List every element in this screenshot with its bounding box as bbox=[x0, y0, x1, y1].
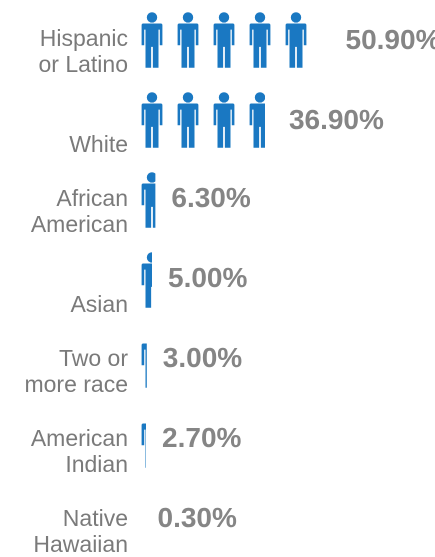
value-label: 50.90% bbox=[345, 24, 435, 55]
person-icon bbox=[177, 12, 199, 68]
person-icon-partial bbox=[141, 252, 152, 308]
person-icon bbox=[177, 92, 199, 148]
category-label-line: Asian bbox=[70, 291, 128, 317]
value-label: 3.00% bbox=[162, 342, 243, 373]
person-icon bbox=[213, 12, 235, 68]
value-label: 36.90% bbox=[288, 104, 384, 135]
person-icon-partial bbox=[141, 172, 156, 228]
pictograph-row-icons bbox=[141, 412, 147, 468]
category-label-line: African bbox=[56, 185, 128, 211]
person-icon-partial bbox=[141, 412, 147, 468]
person-icon bbox=[141, 92, 163, 148]
person-icon-partial bbox=[249, 92, 265, 148]
category-label: Hispanic or Latino bbox=[0, 25, 128, 77]
value-label: 6.30% bbox=[171, 182, 251, 213]
category-label-line: Hispanic bbox=[39, 25, 128, 51]
person-icon-partial bbox=[141, 332, 147, 388]
category-label-line: Native bbox=[62, 505, 128, 531]
category-label-line: Indian bbox=[65, 451, 128, 477]
category-label: Native Hawaiian bbox=[0, 505, 128, 557]
category-label: African American bbox=[0, 185, 128, 237]
category-label-line: White bbox=[69, 131, 128, 157]
category-label-line: American bbox=[30, 211, 128, 237]
category-label: Two or more race bbox=[0, 345, 128, 397]
person-icon bbox=[249, 12, 271, 68]
pictograph-row-icons bbox=[141, 332, 147, 388]
category-label-line: Hawaiian bbox=[33, 531, 128, 557]
pictograph-row-icons bbox=[141, 172, 156, 228]
value-label: 2.70% bbox=[162, 422, 242, 453]
category-label-line: Two or bbox=[58, 345, 128, 371]
person-icon bbox=[285, 12, 307, 68]
category-label-line: or Latino bbox=[38, 51, 128, 77]
person-icon-partial bbox=[322, 12, 343, 67]
category-label-line: American bbox=[30, 425, 128, 451]
category-label: White bbox=[0, 131, 128, 157]
person-icon bbox=[213, 92, 235, 148]
category-label: American Indian bbox=[0, 425, 128, 477]
category-label-line: more race bbox=[24, 371, 128, 397]
person-icon bbox=[141, 12, 163, 68]
pictograph-row-icons bbox=[141, 252, 152, 308]
pictograph-row-icons bbox=[141, 92, 265, 148]
value-label: 5.00% bbox=[168, 262, 248, 293]
pictograph-row-icons bbox=[141, 12, 343, 68]
category-label: Asian bbox=[0, 291, 128, 317]
value-label: 0.30% bbox=[157, 502, 237, 533]
